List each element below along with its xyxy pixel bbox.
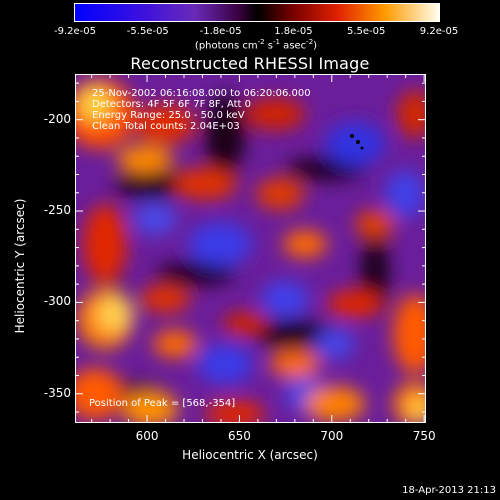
y-tick-label: -200 — [43, 111, 71, 126]
annotation-time: 25-Nov-2002 06:16:08.000 to 06:20:06.000 — [92, 88, 311, 99]
axis-tick-marks — [75, 74, 426, 423]
x-axis-label: Heliocentric X (arcsec) — [182, 448, 318, 462]
annotation-energy: Energy Range: 25.0 - 50.0 keV — [92, 110, 245, 121]
y-axis-label: Heliocentric Y (arcsec) — [13, 198, 27, 334]
heatmap-blobs — [75, 79, 426, 423]
plot-frame — [75, 74, 426, 423]
chart-title: Reconstructed RHESSI Image — [130, 54, 370, 73]
x-tick-label: 650 — [227, 429, 251, 443]
annotation-detectors: Detectors: 4F 5F 6F 7F 8F, Att 0 — [92, 99, 252, 110]
annotation-clean: Clean Total counts: 2.04E+03 — [92, 121, 240, 132]
x-tick-label: 600 — [135, 429, 159, 443]
x-tick-label: 750 — [412, 429, 436, 443]
heatmap-plot — [75, 74, 426, 423]
colorbar-unit-label: (photons cm-2 s-1 asec-2) — [194, 38, 318, 52]
y-tick-label: -250 — [43, 203, 71, 218]
colorbar-tick-label: -9.2e-05 — [54, 26, 96, 37]
colorbar-tick-label: -5.5e-05 — [126, 26, 169, 37]
colorbar-tick-label: 5.5e-05 — [346, 26, 386, 37]
colorbar — [74, 3, 440, 22]
y-tick-label: -350 — [43, 385, 71, 400]
colorbar-tick-label: -1.8e-05 — [199, 26, 242, 37]
annotation-peak: Position of Peak = [568,-354] — [89, 398, 236, 409]
colorbar-tick-label: 1.8e-05 — [274, 26, 313, 37]
y-tick-label: -300 — [43, 294, 71, 309]
colorbar-gradient — [74, 3, 440, 22]
colorbar-tick-label: 9.2e-05 — [419, 26, 459, 37]
footer-date: 18-Apr-2013 21:13 — [402, 485, 496, 496]
x-tick-label: 700 — [320, 429, 344, 443]
